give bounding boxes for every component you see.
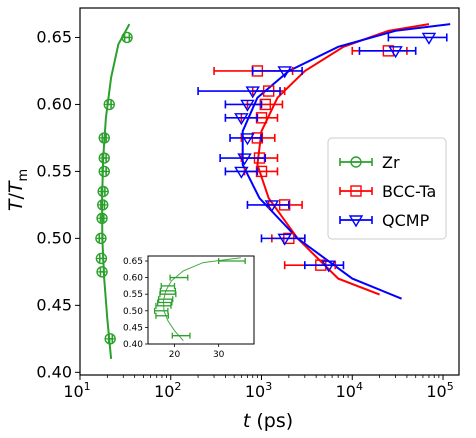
x-tick-label: 103 <box>245 380 272 401</box>
legend-label-zr: Zr <box>382 153 400 172</box>
y-tick-label: 0.60 <box>36 94 72 113</box>
data-point-qcmp <box>421 32 437 45</box>
legend-marker-zr <box>350 156 362 168</box>
main-x-ticks: 101 102 103 104 105 <box>63 375 454 401</box>
main-plot-frame <box>79 7 460 376</box>
data-point-zr <box>95 232 107 245</box>
inset-plot: 0.400.450.500.550.600.65 20 30 <box>123 255 255 360</box>
legend-marker-bcc-ta <box>350 185 362 197</box>
data-point-zr <box>96 212 108 224</box>
inset-data-points <box>153 257 246 339</box>
inset-x-ticks: 20 30 <box>169 344 225 360</box>
inset-y-tick-label: 0.55 <box>123 290 143 300</box>
legend-box <box>327 137 447 240</box>
inset-fit-curve <box>162 257 241 342</box>
main-y-ticks: 0.40 0.45 0.50 0.55 0.60 0.65 <box>36 27 80 381</box>
legend-label-qcmp: QCMP <box>382 211 430 230</box>
inset-y-tick-label: 0.65 <box>123 257 143 267</box>
data-point-qcmp <box>264 200 280 213</box>
inset-fit-curve <box>162 257 241 342</box>
inset-y-ticks: 0.40 0.45 0.50 0.55 0.60 0.65 <box>123 257 148 350</box>
y-tick-label: 0.40 <box>36 362 72 381</box>
legend-marker-qcmp <box>348 215 364 228</box>
data-point-qcmp <box>277 66 292 79</box>
data-point-qcmp <box>234 113 249 126</box>
inset-x-tick-label: 30 <box>213 350 225 360</box>
data-point-zr <box>98 132 110 144</box>
legend: Zr BCC-Ta QCMP <box>327 137 447 240</box>
x-tick-label: 105 <box>426 380 453 401</box>
data-point-zr <box>96 266 108 278</box>
data-point-qcmp <box>277 233 292 246</box>
main-x-minor-ticks <box>106 375 440 378</box>
main-fit-curves <box>101 23 451 359</box>
legend-label-bcc-ta: BCC-Ta <box>382 182 436 201</box>
data-point-zr <box>103 98 115 111</box>
x-tick-label: 101 <box>63 380 90 401</box>
data-point-zr <box>97 199 109 211</box>
main-plot: 0.40 0.45 0.50 0.55 0.60 0.65 101 102 103 104 105 <box>36 7 460 401</box>
data-point-zr <box>104 333 116 345</box>
y-tick-label: 0.45 <box>36 295 72 314</box>
data-point-qcmp <box>388 46 403 59</box>
main-data-points <box>95 31 448 345</box>
data-point-qcmp <box>234 166 249 179</box>
data-point-qcmp <box>321 260 336 273</box>
fit-curve-qcmp <box>241 23 451 300</box>
data-point-qcmp <box>240 133 255 146</box>
y-tick-label: 0.55 <box>36 161 72 180</box>
data-point-qcmp <box>245 86 260 99</box>
inset-y-tick-label: 0.45 <box>123 323 143 333</box>
x-axis-label: t (ps) <box>243 410 293 432</box>
y-tick-label: 0.65 <box>36 27 72 46</box>
inset-x-tick-label: 20 <box>169 350 181 360</box>
inset-y-tick-label: 0.40 <box>123 340 143 350</box>
data-point-zr <box>98 165 110 178</box>
y-axis-label: T/Tm <box>5 169 31 211</box>
inset-y-tick-label: 0.60 <box>123 274 143 284</box>
inset-plot-background <box>148 256 254 344</box>
y-tick-label: 0.50 <box>36 228 72 247</box>
inset-plot-frame <box>147 255 255 345</box>
data-point-zr <box>121 31 133 44</box>
x-tick-label: 104 <box>336 380 363 401</box>
fit-curve-zr <box>101 23 131 359</box>
data-point-zr <box>95 252 108 265</box>
data-point-zr <box>97 185 109 198</box>
inset-y-tick-label: 0.50 <box>123 307 143 317</box>
data-point-qcmp <box>237 153 252 166</box>
data-point-qcmp <box>240 99 255 112</box>
data-point-zr <box>98 152 110 164</box>
x-tick-label: 102 <box>154 380 181 401</box>
